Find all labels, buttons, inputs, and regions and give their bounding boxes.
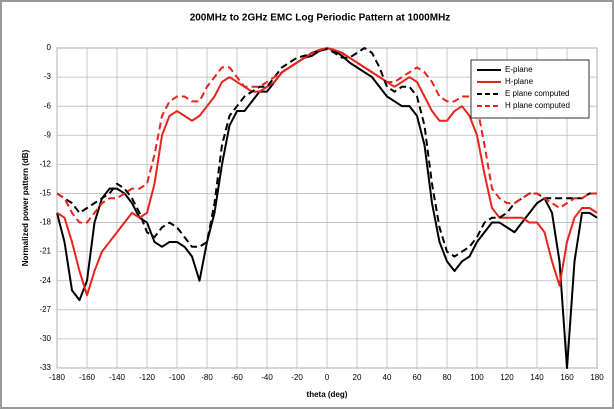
y-tick-label: -9 <box>44 130 52 139</box>
series-line <box>56 47 597 224</box>
x-tick-label: -40 <box>261 373 273 382</box>
x-tick-label: 80 <box>443 373 452 382</box>
y-tick-label: -24 <box>39 276 51 285</box>
y-tick-label: -6 <box>44 101 52 110</box>
chart-title: 200MHz to 2GHz EMC Log Periodic Pattern … <box>190 13 451 24</box>
x-tick-label: -20 <box>291 373 303 382</box>
y-tick-label: -12 <box>39 159 51 168</box>
y-tick-label: -27 <box>39 305 51 314</box>
x-tick-label: 180 <box>590 373 604 382</box>
y-tick-label: 0 <box>47 43 52 52</box>
x-tick-label: 120 <box>500 373 514 382</box>
x-tick-label: 60 <box>413 373 422 382</box>
y-axis-label: Normalized power pattern (dB) <box>21 149 30 266</box>
x-tick-label: 0 <box>325 373 330 382</box>
x-tick-label: 100 <box>470 373 484 382</box>
x-tick-label: -100 <box>169 373 186 382</box>
x-tick-label: -120 <box>139 373 156 382</box>
y-tick-label: -21 <box>39 247 51 256</box>
y-tick-label: -33 <box>39 363 51 372</box>
legend-label: H-plane <box>505 77 534 86</box>
x-tick-label: -140 <box>109 373 126 382</box>
x-tick-label: 160 <box>560 373 574 382</box>
x-tick-label: 20 <box>353 373 362 382</box>
y-tick-label: -15 <box>39 189 51 198</box>
x-tick-label: -60 <box>231 373 243 382</box>
legend-label: E plane computed <box>505 89 570 98</box>
legend-label: E-plane <box>505 65 533 74</box>
y-tick-label: -3 <box>44 72 52 81</box>
legend-label: H plane computed <box>505 101 570 110</box>
x-tick-label: -80 <box>201 373 213 382</box>
x-tick-label: 40 <box>383 373 392 382</box>
y-tick-label: -30 <box>39 334 51 343</box>
x-tick-label: -160 <box>79 373 96 382</box>
x-tick-label: 140 <box>530 373 544 382</box>
series-line <box>56 47 597 258</box>
x-tick-label: -180 <box>49 373 66 382</box>
y-tick-label: -18 <box>39 218 51 227</box>
x-axis-label: theta (deg) <box>307 390 348 399</box>
